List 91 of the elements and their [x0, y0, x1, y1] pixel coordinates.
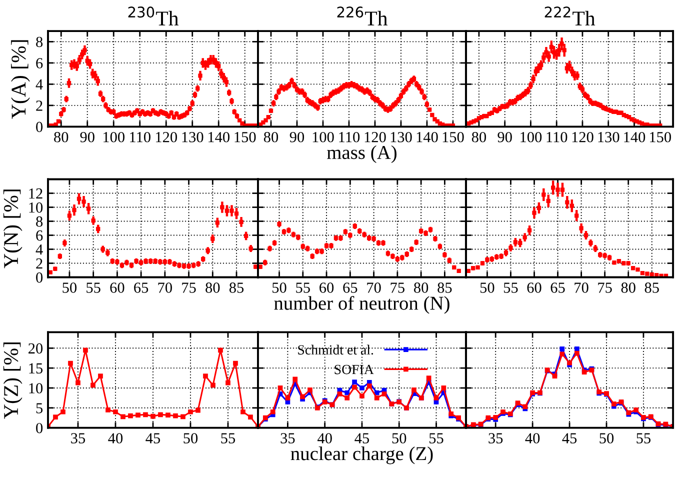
x-tick-label: 45 [354, 433, 370, 444]
x-tick-label: 85 [644, 282, 659, 293]
x-tick-label: 55 [636, 433, 651, 444]
x-tick-label: 110 [339, 132, 360, 142]
x-tick-label: 45 [146, 433, 160, 444]
x-tick-label: 60 [527, 282, 542, 293]
y-tick-label: 6 [36, 58, 43, 68]
x-axis-title: mass (A) [327, 145, 396, 164]
legend-label: Schmidt et al. [298, 344, 374, 355]
x-tick-label: 130 [598, 132, 620, 142]
x-tick-label: 100 [312, 132, 334, 142]
x-tick-label: 130 [390, 132, 412, 142]
y-axis-title: Y(Z) [%] [3, 342, 22, 419]
y-tick-label: 4 [36, 244, 43, 255]
x-tick-label: 75 [182, 282, 196, 293]
x-tick-label: 120 [156, 132, 177, 142]
x-axis-title: number of neutron (N) [274, 296, 450, 314]
y-tick-label: 4 [36, 79, 43, 90]
x-tick-label: 50 [62, 282, 77, 293]
y-tick-label: 5 [36, 403, 43, 414]
x-tick-label: 150 [442, 132, 464, 142]
x-tick-label: 90 [80, 132, 94, 142]
x-tick-label: 80 [206, 282, 220, 293]
x-tick-label: 140 [624, 132, 646, 142]
chart-title: $^{226}$Th [337, 6, 388, 26]
y-tick-label: 10 [29, 202, 43, 213]
x-tick-label: 35 [488, 433, 503, 444]
y-tick-label: 6 [36, 230, 43, 241]
y-tick-label: 10 [29, 383, 43, 394]
x-tick-label: 55 [86, 282, 100, 293]
x-tick-label: 55 [296, 282, 310, 293]
x-tick-label: 80 [472, 132, 486, 142]
x-tick-label: 150 [234, 132, 256, 142]
y-tick-label: 0 [36, 272, 43, 283]
x-tick-label: 80 [264, 132, 278, 142]
x-tick-label: 65 [343, 282, 358, 293]
x-tick-label: 50 [272, 282, 286, 293]
x-tick-label: 50 [600, 433, 614, 444]
chart-title: $^{222}$Th [544, 6, 596, 26]
x-tick-label: 110 [130, 132, 150, 142]
y-tick-label: 0 [36, 422, 43, 434]
x-tick-label: 70 [367, 282, 381, 293]
x-tick-label: 40 [525, 433, 540, 444]
x-tick-label: 65 [550, 282, 565, 293]
chart-title: $^{230}$Th [128, 6, 179, 26]
x-tick-label: 55 [221, 433, 236, 444]
x-tick-label: 55 [504, 282, 518, 293]
y-tick-label: 20 [28, 343, 43, 354]
y-axis-title: Y(A) [%] [11, 40, 30, 119]
x-tick-label: 85 [438, 282, 452, 293]
x-tick-label: 50 [392, 433, 406, 444]
x-axis-title: nuclear charge (Z) [290, 446, 433, 464]
x-tick-label: 60 [320, 282, 334, 293]
y-tick-label: 15 [29, 363, 43, 374]
x-tick-label: 85 [229, 282, 244, 293]
x-tick-label: 35 [280, 433, 295, 444]
x-tick-label: 110 [546, 132, 568, 142]
x-tick-label: 70 [574, 282, 588, 293]
x-tick-label: 50 [184, 433, 198, 444]
x-tick-label: 80 [414, 282, 428, 293]
x-tick-label: 35 [71, 433, 86, 444]
y-axis-title: Y(N) [%] [3, 190, 22, 268]
legend-label: SOFIA [334, 364, 374, 374]
x-tick-label: 90 [498, 132, 512, 142]
x-tick-label: 120 [364, 132, 386, 142]
y-tick-label: 8 [36, 216, 43, 227]
x-tick-label: 90 [290, 132, 304, 142]
x-tick-label: 75 [598, 282, 612, 293]
y-tick-label: 8 [36, 36, 43, 48]
x-tick-label: 80 [54, 132, 68, 142]
x-tick-label: 65 [134, 282, 148, 293]
x-tick-label: 40 [317, 433, 332, 444]
y-tick-label: 2 [36, 258, 42, 269]
x-tick-label: 130 [182, 132, 204, 142]
x-tick-label: 50 [480, 282, 494, 293]
x-tick-label: 40 [108, 433, 123, 444]
x-tick-label: 80 [621, 282, 636, 293]
y-tick-label: 0 [36, 122, 43, 132]
x-tick-label: 70 [158, 282, 172, 293]
x-tick-label: 55 [429, 433, 444, 444]
x-tick-label: 100 [520, 132, 542, 142]
x-tick-label: 150 [650, 132, 671, 142]
x-tick-label: 140 [208, 132, 230, 142]
x-tick-label: 120 [572, 132, 594, 142]
x-tick-label: 60 [110, 282, 124, 293]
y-tick-label: 12 [29, 188, 42, 199]
x-tick-label: 140 [416, 132, 438, 142]
y-tick-label: 2 [36, 100, 42, 111]
x-tick-label: 75 [390, 282, 404, 293]
x-tick-label: 100 [104, 132, 124, 142]
x-tick-label: 45 [562, 433, 577, 444]
